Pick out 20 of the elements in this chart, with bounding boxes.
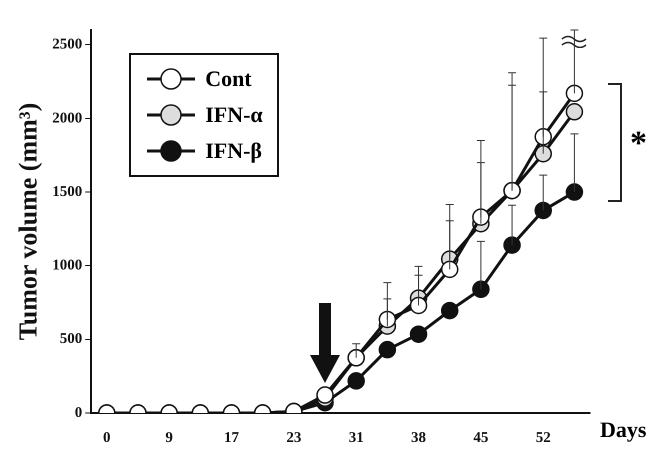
x-tick-label: 45 <box>473 430 488 446</box>
x-tick-label: 23 <box>286 430 302 446</box>
y-tick-label: 1000 <box>52 258 82 274</box>
legend-label: IFN-β <box>205 138 262 164</box>
legend-label: Cont <box>205 66 252 92</box>
y-tick-label: 2500 <box>52 36 82 53</box>
text: * <box>630 124 647 163</box>
x-tick-label: 52 <box>536 430 551 446</box>
y-tick-label: 0 <box>74 404 82 421</box>
x-tick-label: 38 <box>411 430 426 446</box>
y-tick-label: 2000 <box>52 110 82 126</box>
x-tick-label: 9 <box>165 430 173 446</box>
y-axis-title: Tumor volume (mm³) <box>13 102 42 340</box>
x-axis-title: Days <box>600 417 646 443</box>
x-tick-label: 17 <box>224 430 240 446</box>
y-tick-label: 500 <box>60 331 82 348</box>
x-tick-label: 31 <box>348 430 364 446</box>
x-tick-label: 0 <box>103 430 111 446</box>
y-tick-label: 1500 <box>52 184 82 200</box>
legend-label: IFN-α <box>205 102 263 128</box>
